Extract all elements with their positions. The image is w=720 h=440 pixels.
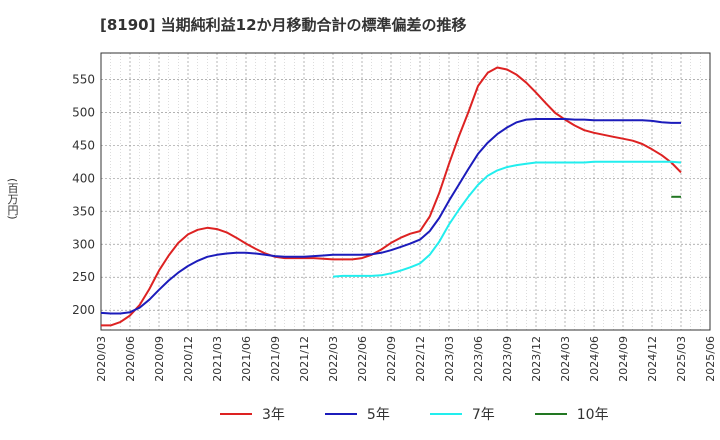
y-tick-label: 450 — [72, 138, 95, 152]
legend-label: 7年 — [471, 407, 495, 423]
legend-item: 10年 — [534, 404, 609, 424]
x-tick-label: 2020/09 — [153, 336, 166, 382]
x-tick-label: 2024/09 — [617, 336, 630, 382]
x-tick-label: 2021/12 — [298, 336, 311, 382]
x-tick-label: 2023/09 — [501, 336, 514, 382]
legend-item: 3年 — [220, 404, 285, 424]
x-tick-label: 2020/12 — [182, 336, 195, 382]
y-tick-label: 400 — [72, 171, 95, 185]
legend-label: 10年 — [576, 407, 609, 423]
axes: 2020/03 2020/06 2020/09 2020/12 2021/03 2021/… — [72, 52, 717, 382]
x-tick-label: 2021/03 — [211, 336, 224, 382]
x-tick-label: 2022/12 — [414, 336, 427, 382]
legend-label: 3年 — [262, 407, 285, 423]
series-line-3年 — [101, 66, 682, 327]
y-tick-label: 350 — [72, 204, 95, 218]
x-tick-label: 2021/06 — [240, 336, 253, 382]
x-tick-label: 2021/09 — [269, 336, 282, 382]
x-tick-label: 2025/06 — [704, 336, 717, 382]
y-tick-label: 300 — [72, 237, 95, 251]
x-tick-label: 2025/03 — [675, 336, 688, 382]
x-tick-label: 2023/03 — [443, 336, 456, 382]
x-tick-label: 2022/09 — [385, 336, 398, 382]
plot-area — [101, 53, 710, 330]
legend-swatch — [324, 413, 357, 415]
x-tick-label: 2020/03 — [95, 336, 108, 382]
series-line-5年 — [100, 118, 681, 315]
legend: 3年 5年 7年 10年 — [220, 404, 609, 424]
x-tick-label: 2023/12 — [530, 336, 543, 382]
plot-frame — [100, 52, 711, 331]
x-tick-label: 2024/12 — [646, 336, 659, 382]
legend-swatch — [534, 413, 567, 415]
x-tick-label: 2024/06 — [588, 336, 601, 382]
legend-swatch — [429, 413, 462, 415]
y-tick-label: 500 — [72, 105, 95, 119]
x-tick-label: 2022/06 — [356, 336, 369, 382]
legend-label: 5年 — [366, 407, 390, 423]
x-tick-label: 2022/03 — [327, 336, 340, 382]
x-tick-label: 2023/06 — [472, 336, 485, 382]
chart-title: [8190] 当期純利益12か月移動合計の標準偏差の推移 — [100, 16, 467, 34]
legend-item: 5年 — [324, 404, 390, 424]
x-tick-label: 2020/06 — [124, 336, 137, 382]
legend-item: 7年 — [429, 404, 495, 424]
series-line-7年 — [332, 160, 682, 278]
y-axis-unit-label: (百万円) — [6, 178, 19, 220]
y-tick-label: 550 — [72, 72, 95, 86]
x-tick-label: 2024/03 — [559, 336, 572, 382]
y-tick-label: 250 — [72, 270, 95, 284]
series-lines — [100, 66, 682, 327]
y-tick-label: 200 — [72, 303, 95, 317]
legend-swatch — [220, 413, 252, 415]
